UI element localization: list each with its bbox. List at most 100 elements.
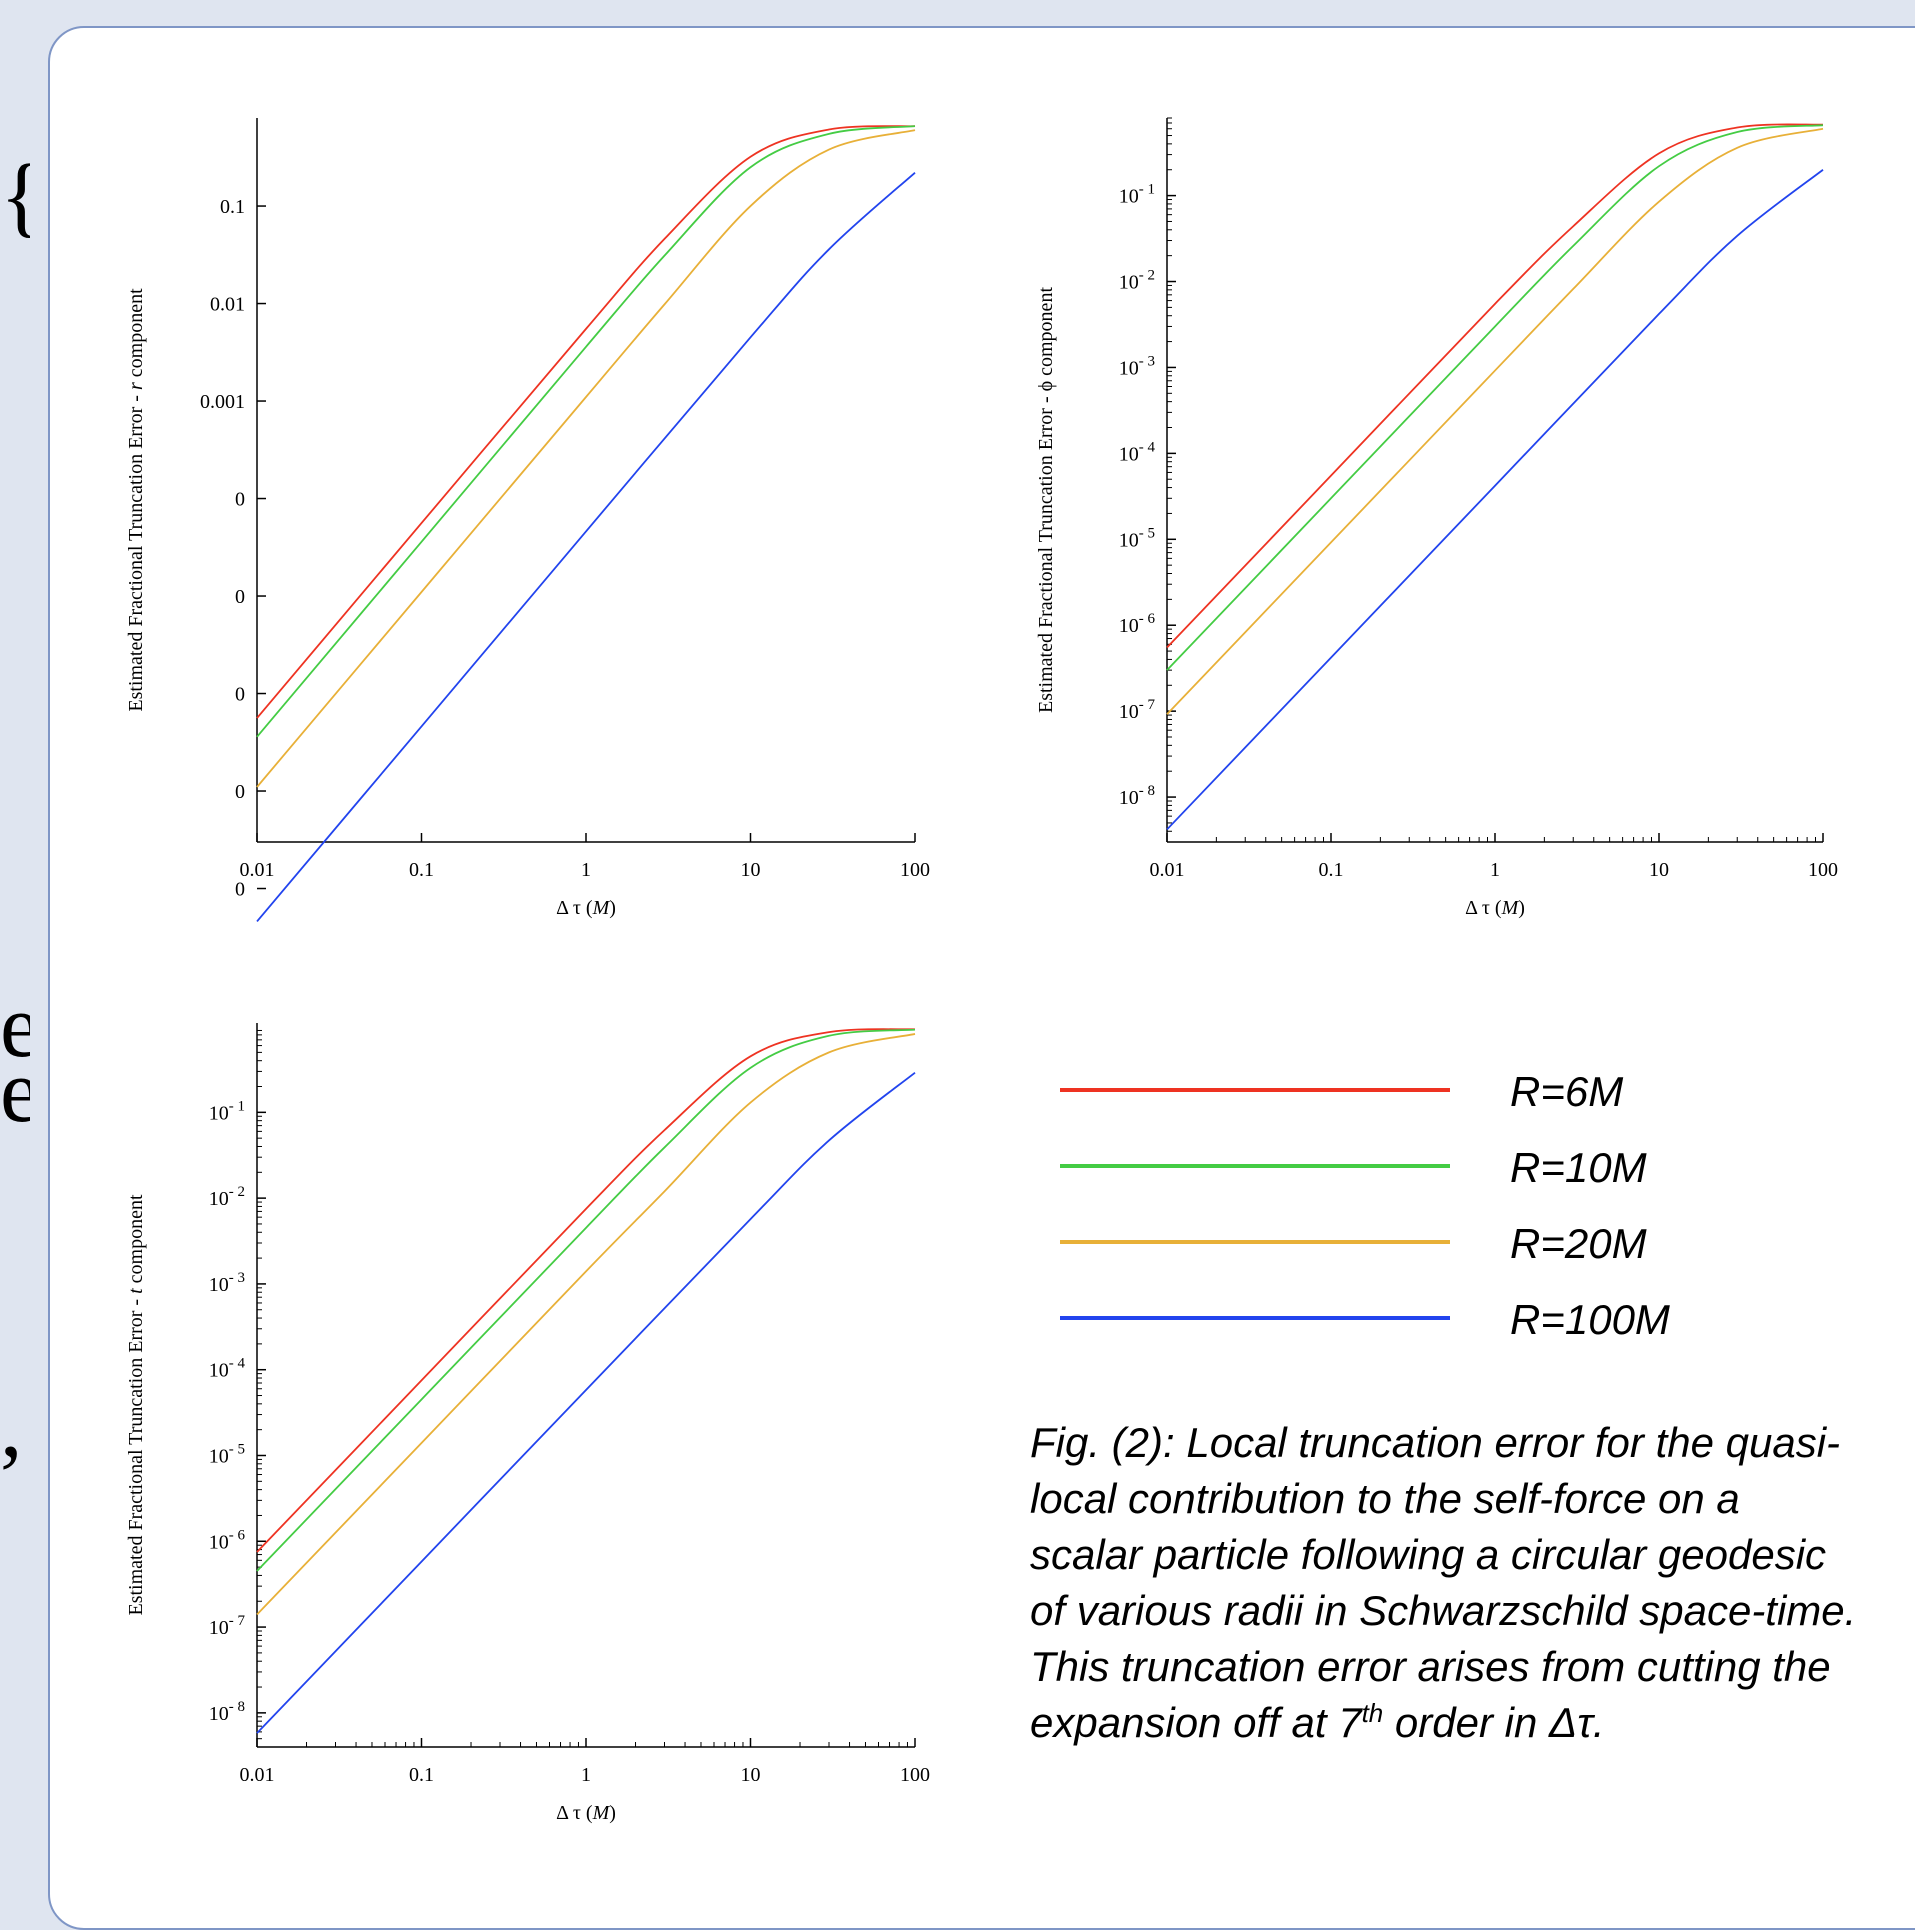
x-tick-label: 0.1 [409,859,434,881]
x-tick-label: 100 [900,859,930,881]
y-tick-base: 10 [1119,615,1139,637]
y-tick-exponent: - 8 [1139,783,1155,799]
y-axis-label-var: r [125,382,147,390]
y-tick-exponent: - 8 [229,1699,245,1715]
series-line-r-10m [256,125,916,738]
y-axis-label-text: Estimated Fractional Truncation Error - … [1035,287,1057,713]
series-line-r-20m [256,129,916,788]
y-tick-label: 10- 3 [209,1270,245,1296]
y-tick-base: 10 [209,1188,229,1210]
y-tick-exponent: - 5 [1139,525,1155,541]
y-axis-label-text: Estimated Fractional Truncation Error - [125,1294,147,1616]
y-axis-label-suffix: component [125,1194,147,1288]
legend-label: R=6M [1510,1068,1623,1115]
y-tick-label: 10- 5 [1119,525,1155,551]
y-tick-exponent: - 1 [229,1098,245,1114]
chart-r-component: 0.01 0.1 1 10 100 0.1 0.01 0.001 0 0 0 0 0 Δ τ (M) Est… [125,118,930,922]
edge-glyph: e [0,1042,30,1141]
y-tick-label: 0.1 [220,196,245,218]
y-tick-label: 10- 1 [1119,182,1155,208]
y-tick-base: 10 [1119,272,1139,294]
y-tick-exponent: - 6 [1139,611,1156,627]
y-tick-label: 0.01 [210,294,245,316]
x-tick-label: 1 [581,1764,591,1786]
y-tick-base: 10 [209,1445,229,1467]
x-tick-label: 0.1 [1319,859,1344,881]
y-tick-exponent: - 3 [1139,353,1155,369]
x-axis-label-text: Δ τ ( [556,1802,593,1824]
y-tick-base: 10 [209,1360,229,1382]
legend-label: R=100M [1510,1296,1670,1343]
y-tick-label: 10- 6 [1119,611,1156,637]
y-tick-label: 10- 2 [209,1184,245,1210]
y-tick-label: 10- 7 [1119,697,1156,723]
y-tick-base: 10 [1119,787,1139,809]
x-axis-label: Δ τ (M) [556,1802,616,1824]
y-tick-label: 10- 3 [1119,353,1155,379]
x-tick-label: 10 [1649,859,1669,881]
y-tick-label: 0 [235,489,245,511]
x-axis-label-suffix: ) [1518,897,1525,919]
x-axis-label-var: M [1501,897,1520,919]
edge-glyph: e [0,977,30,1076]
y-tick-base: 10 [209,1703,229,1725]
y-tick-exponent: - 2 [229,1184,245,1200]
y-tick-base: 10 [1119,186,1139,208]
y-tick-label: 10- 4 [209,1356,246,1382]
legend-label: R=10M [1510,1144,1647,1191]
y-tick-label: 0 [235,781,245,803]
y-tick-label: 10- 4 [1119,439,1156,465]
y-tick-exponent: - 4 [229,1356,246,1372]
y-tick-label: 0.001 [200,391,245,413]
x-axis-label-suffix: ) [609,897,616,919]
series-line-r-20m [1166,127,1824,715]
x-axis-label-text: Δ τ ( [1465,897,1502,919]
y-tick-base: 10 [1119,529,1139,551]
legend-label: R=20M [1510,1220,1647,1267]
y-tick-exponent: - 7 [1139,697,1156,713]
y-tick-exponent: - 2 [1139,268,1155,284]
y-tick-base: 10 [209,1274,229,1296]
x-tick-label: 1 [581,859,591,881]
y-tick-label: 10- 1 [209,1098,245,1124]
y-tick-label: 10- 8 [1119,783,1155,809]
y-tick-exponent: - 6 [229,1527,246,1543]
y-axis-label: Estimated Fractional Truncation Error - … [125,1194,147,1615]
y-axis-label-text: Estimated Fractional Truncation Error - [125,390,147,712]
y-tick-base: 10 [1119,701,1139,723]
caption-text: Fig. (2): Local truncation error for the… [1030,1419,1857,1746]
x-axis-label: Δ τ (M) [556,897,616,919]
edge-glyph: { [0,145,30,248]
y-tick-exponent: - 3 [229,1270,245,1286]
y-tick-label: 10- 5 [209,1441,245,1467]
y-tick-label: 10- 2 [1119,268,1155,294]
x-axis-label: Δ τ (M) [1465,897,1525,919]
y-tick-base: 10 [209,1531,229,1553]
figure-caption: Fig. (2): Local truncation error for the… [1030,1415,1860,1751]
y-tick-exponent: - 4 [1139,439,1156,455]
y-axis-label-suffix: component [125,288,147,382]
caption-text-end: order in Δτ. [1383,1699,1605,1746]
y-axis-label: Estimated Fractional Truncation Error - … [125,288,147,712]
y-tick-label: 10- 8 [209,1699,245,1725]
figure-panel [48,26,1915,1930]
caption-superscript: th [1361,1698,1384,1728]
series-line-r-6m [256,125,916,719]
x-tick-label: 100 [900,1764,930,1786]
y-tick-base: 10 [1119,443,1139,465]
x-tick-label: 0.1 [409,1764,434,1786]
y-axis-label: Estimated Fractional Truncation Error - … [1035,287,1057,713]
y-tick-base: 10 [1119,357,1139,379]
x-axis-label-text: Δ τ ( [556,897,593,919]
x-axis-label-suffix: ) [609,1802,616,1824]
y-tick-label: 10- 6 [209,1527,246,1553]
y-tick-label: 0 [235,684,245,706]
legend: R=6M R=10M R=20M R=100M [1060,1068,1670,1343]
series-line-r-100m [256,171,916,922]
y-tick-exponent: - 1 [1139,182,1155,198]
series-line-r-10m [1166,124,1824,671]
series-line-r-6m [256,1028,916,1553]
x-tick-label: 0.01 [240,859,275,881]
